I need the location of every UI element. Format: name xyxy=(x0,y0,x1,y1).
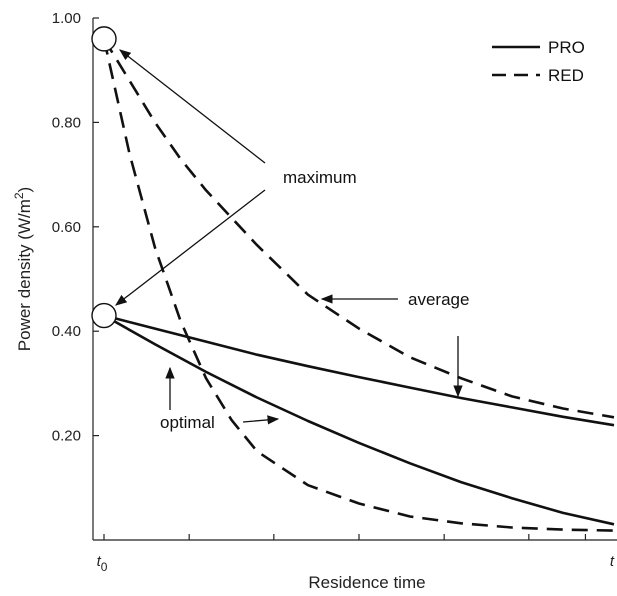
series-red-average xyxy=(102,38,615,419)
series-pro-optimal xyxy=(103,314,615,526)
arrow-optimal-red xyxy=(242,415,280,425)
annotation-maximum: maximum xyxy=(283,168,357,187)
legend-label-pro: PRO xyxy=(548,38,585,57)
annotation-average: average xyxy=(408,290,469,309)
series-layer xyxy=(102,38,615,532)
series-pro-average xyxy=(103,314,615,427)
x-axis-title: Residence time xyxy=(308,573,425,592)
y-tick-label: 0.60 xyxy=(52,219,81,236)
y-tick-label: 0.40 xyxy=(52,323,81,340)
legend-label-red: RED xyxy=(548,66,584,85)
maximum-marker-1 xyxy=(91,26,117,52)
y-axis-title: Power density (W/m2) xyxy=(12,187,34,351)
arrow-maximum-pro xyxy=(115,189,266,306)
y-tick-label: 1.00 xyxy=(52,10,81,27)
annotation-layer: maximum average optimal xyxy=(115,49,469,432)
annotation-optimal: optimal xyxy=(160,413,215,432)
x-tick-label-start: t0 xyxy=(97,553,108,574)
maximum-marker-2 xyxy=(91,302,117,329)
y-tick-label: 0.20 xyxy=(52,428,81,445)
axes: 0.20 0.40 0.60 0.80 1.00 t0 t xyxy=(52,10,617,574)
arrow-maximum-red xyxy=(119,49,266,164)
series-red-optimal xyxy=(102,38,615,532)
x-tick-label-end: t xyxy=(610,553,615,570)
marker-layer xyxy=(91,26,117,329)
y-tick-label: 0.80 xyxy=(52,114,81,131)
legend: PRO RED xyxy=(492,38,585,85)
